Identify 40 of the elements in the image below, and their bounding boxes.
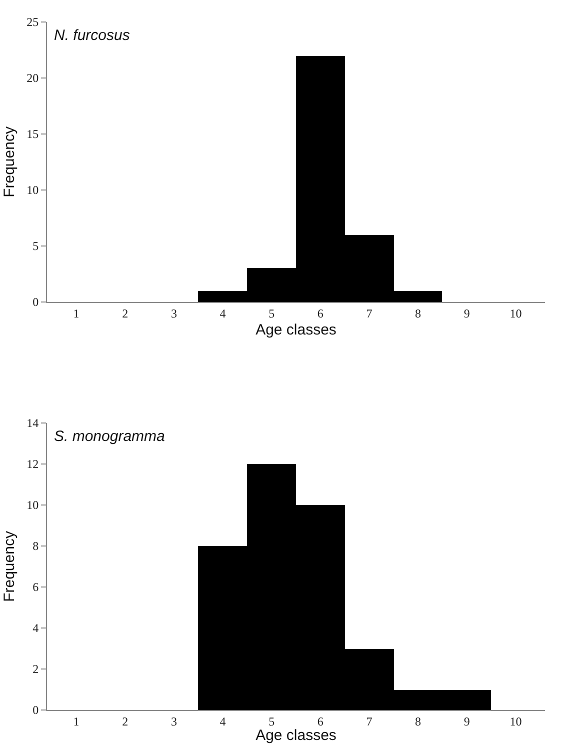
x-tick-label: 4 — [220, 306, 226, 320]
y-axis-title: Frequency — [0, 126, 18, 198]
y-tick-label: 8 — [32, 539, 39, 554]
y-tick-label: 15 — [26, 127, 39, 142]
x-tick-label: 1 — [73, 714, 80, 728]
x-tick-label: 8 — [415, 714, 422, 728]
x-tick-label: 4 — [220, 714, 226, 728]
x-tick-label: 2 — [122, 306, 128, 320]
x-tick-label: 7 — [366, 306, 372, 320]
x-tick-label: 2 — [122, 714, 128, 728]
x-tick-label: 1 — [73, 306, 80, 320]
y-tick-label: 20 — [26, 71, 39, 86]
x-tick-label: 5 — [268, 714, 275, 728]
y-tick-label: 10 — [26, 183, 39, 198]
x-tick-label: 9 — [464, 714, 470, 728]
y-tick-label: 25 — [26, 15, 39, 30]
y-tick-label: 0 — [32, 703, 39, 718]
x-axis-title: Age classes — [256, 727, 336, 744]
x-tick-label: 6 — [317, 714, 324, 728]
x-tick-label: 3 — [170, 714, 177, 728]
x-tick-label: 9 — [464, 306, 470, 320]
x-tick-label: 5 — [268, 306, 275, 320]
y-tick-label: 14 — [26, 416, 39, 430]
x-tick-label: 6 — [317, 306, 324, 320]
y-tick-label: 0 — [32, 295, 39, 310]
y-tick-label: 12 — [26, 457, 39, 472]
x-tick-label: 8 — [415, 306, 422, 320]
x-tick-label: 10 — [510, 714, 522, 728]
y-tick-label: 4 — [32, 621, 39, 636]
y-axis-title: Frequency — [0, 530, 18, 602]
y-tick-label: 5 — [32, 239, 39, 254]
x-axis-title: Age classes — [256, 321, 336, 338]
y-tick-label: 2 — [32, 662, 39, 676]
y-tick-label: 6 — [32, 580, 39, 594]
x-tick-label: 7 — [366, 714, 372, 728]
chart-title: S. monogramma — [54, 428, 165, 445]
x-tick-label: 10 — [510, 306, 522, 320]
chart-title: N. furcosus — [54, 27, 130, 44]
y-tick-label: 10 — [26, 498, 39, 512]
x-tick-label: 3 — [170, 306, 177, 320]
